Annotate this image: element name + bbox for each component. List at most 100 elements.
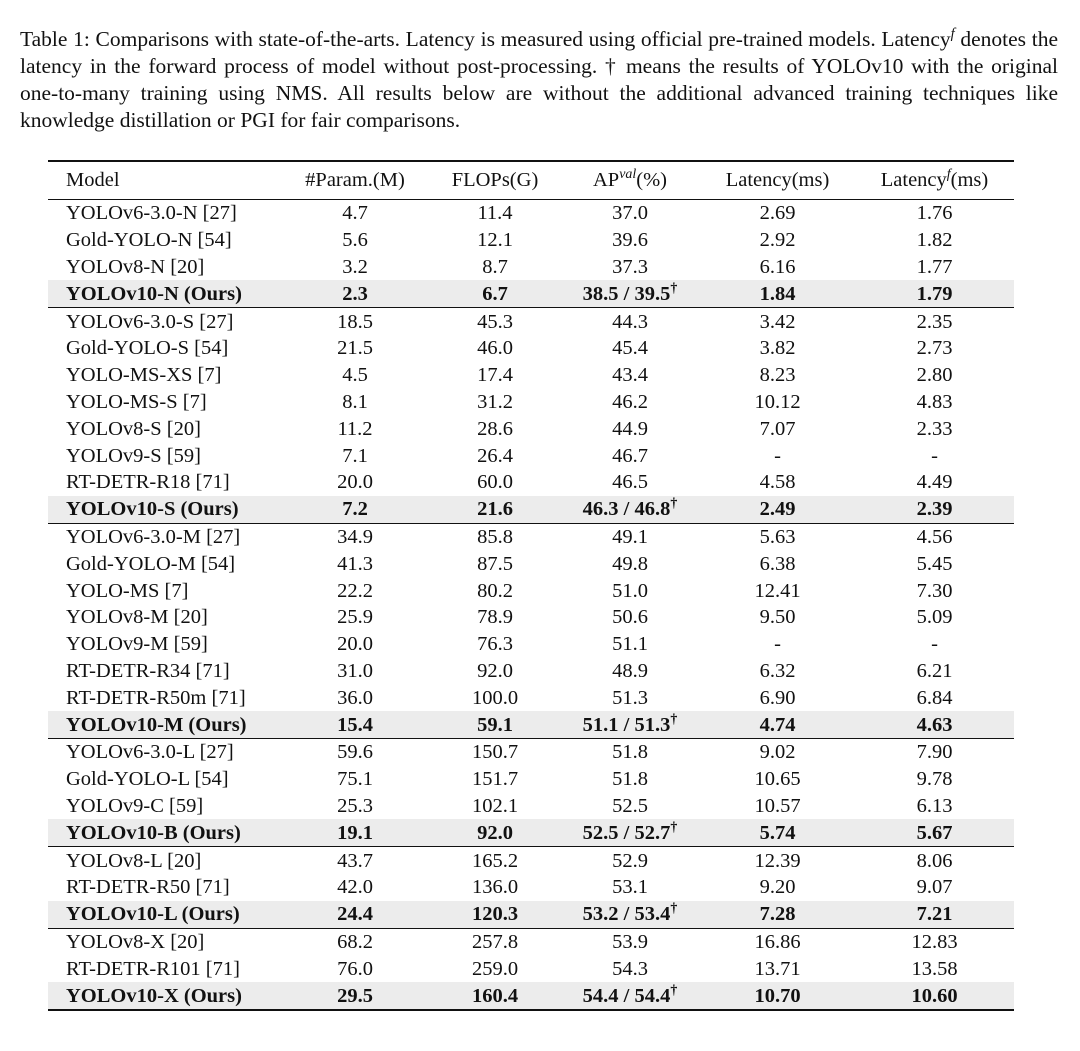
value-cell: 8.7 [482, 255, 508, 278]
header-cell: Latency(ms) [725, 169, 830, 191]
cell-sup: † [670, 819, 678, 835]
value-cell: 9.78 [916, 768, 953, 791]
row: YOLOv8-X [20] 68.2 257.8 53.9 16.86 12.83 [48, 928, 1014, 955]
model-cell: YOLOv6-3.0-M [27] [66, 525, 241, 548]
value-cell: 36.0 [337, 686, 373, 709]
value-cell: 21.6 [477, 498, 513, 521]
row: YOLOv8-S [20] 11.2 28.6 44.9 7.07 2.33 [48, 415, 1014, 442]
value-cell: 10.60 [911, 984, 958, 1007]
value-cell: 76.0 [337, 957, 373, 980]
value-cell: 7.90 [916, 741, 953, 764]
model-cell: YOLOv10-L (Ours) [66, 903, 240, 926]
model-cell: YOLOv8-N [20] [66, 255, 205, 278]
value-cell: 6.84 [916, 686, 953, 709]
value-cell: 24.4 [337, 903, 373, 926]
value-cell: 10.57 [754, 794, 801, 817]
caption-sup: f [950, 25, 955, 42]
value-cell: - [931, 444, 938, 467]
model-cell: YOLOv10-N (Ours) [66, 282, 242, 305]
value-cell: 2.69 [759, 202, 796, 225]
value-cell: 4.5 [342, 364, 368, 387]
value-cell: 13.71 [754, 957, 801, 980]
value-cell: 4.58 [759, 471, 796, 494]
model-cell: RT-DETR-R50m [71] [66, 686, 246, 709]
row: YOLOv8-M [20] 25.9 78.9 50.6 9.50 5.09 [48, 604, 1014, 631]
value-cell: 6.7 [482, 282, 508, 305]
value-cell: 136.0 [471, 876, 519, 899]
model-cell: YOLOv9-C [59] [66, 794, 204, 817]
value-cell: 26.4 [477, 444, 513, 467]
row: RT-DETR-R50 [71] 42.0 136.0 53.1 9.20 9.07 [48, 874, 1014, 901]
model-cell: YOLOv8-S [20] [66, 417, 201, 440]
value-cell: 1.84 [759, 282, 796, 305]
value-cell: 20.0 [337, 471, 373, 494]
header-cell: #Param.(M) [305, 169, 405, 191]
value-cell: 6.90 [759, 686, 796, 709]
value-cell: 12.1 [477, 229, 513, 252]
model-cell: YOLOv10-S (Ours) [66, 498, 239, 521]
model-cell: YOLO-MS-XS [7] [66, 364, 222, 387]
value-cell: 9.02 [759, 741, 796, 764]
value-cell: 4.74 [759, 713, 796, 736]
value-cell: 85.8 [477, 525, 513, 548]
value-cell: 5.74 [759, 821, 796, 844]
cell-text: 52.5 / 52.7 [582, 821, 671, 844]
value-cell: 6.13 [916, 794, 953, 817]
row: Gold-YOLO-N [54] 5.6 12.1 39.6 2.92 1.82 [48, 227, 1014, 254]
value-cell: 257.8 [471, 930, 519, 953]
model-cell: YOLOv10-X (Ours) [66, 984, 242, 1007]
value-cell: 78.9 [477, 606, 513, 629]
value-cell: 7.07 [759, 417, 796, 440]
value-cell: 38.5 / 39.5† [560, 280, 700, 307]
value-cell: 46.2 [612, 390, 648, 413]
row-group: YOLOv8-X [20] 68.2 257.8 53.9 16.86 12.83 RT-D… [48, 928, 1014, 1010]
model-cell: YOLOv9-M [59] [66, 633, 208, 656]
value-cell: 102.1 [471, 794, 519, 817]
model-cell: Gold-YOLO-N [54] [66, 229, 232, 252]
value-cell: 6.21 [916, 659, 953, 682]
value-cell: 5.67 [916, 821, 953, 844]
value-cell: 51.8 [612, 741, 648, 764]
row: YOLOv8-N [20] 3.2 8.7 37.3 6.16 1.77 [48, 254, 1014, 281]
value-cell: 2.49 [759, 498, 796, 521]
ours-row: YOLOv10-X (Ours) 29.5 160.4 54.4 / 54.4† 10.… [48, 982, 1014, 1010]
value-cell: 44.3 [612, 310, 648, 333]
value-cell: 4.7 [342, 202, 368, 225]
value-cell: 20.0 [337, 633, 373, 656]
row: RT-DETR-R50m [71] 36.0 100.0 51.3 6.90 6.84 [48, 684, 1014, 711]
row: YOLOv9-S [59] 7.1 26.4 46.7 - - [48, 442, 1014, 469]
value-cell: 1.82 [916, 229, 953, 252]
comparison-table: Model #Param.(M) FLOPs(G) APval(%) Latency(m… [48, 160, 1014, 1011]
value-cell: 22.2 [337, 579, 373, 602]
row: RT-DETR-R34 [71] 31.0 92.0 48.9 6.32 6.21 [48, 658, 1014, 685]
value-cell: 37.0 [612, 202, 648, 225]
header-text: (%) [636, 169, 667, 191]
value-cell: 1.77 [916, 255, 953, 278]
value-cell: 10.70 [754, 984, 801, 1007]
value-cell: - [931, 633, 938, 656]
value-cell: 49.1 [612, 525, 648, 548]
value-cell: 1.76 [916, 202, 953, 225]
value-cell: 17.4 [477, 364, 513, 387]
value-cell: 52.5 / 52.7† [560, 819, 700, 846]
value-cell: 7.1 [342, 444, 368, 467]
value-cell: 51.0 [612, 579, 648, 602]
cell-text: 38.5 / 39.5 [582, 282, 671, 305]
header-cell: APval(%) [560, 161, 700, 200]
model-cell: YOLOv8-M [20] [66, 606, 208, 629]
value-cell: 120.3 [471, 903, 519, 926]
model-cell: YOLOv6-3.0-N [27] [66, 202, 237, 225]
value-cell: 12.41 [754, 579, 801, 602]
row-group: YOLOv6-3.0-M [27] 34.9 85.8 49.1 5.63 4.56 Gol… [48, 523, 1014, 739]
row: YOLOv6-3.0-M [27] 34.9 85.8 49.1 5.63 4.56 [48, 523, 1014, 550]
value-cell: 2.39 [916, 498, 953, 521]
row-group: YOLOv6-3.0-N [27] 4.7 11.4 37.0 2.69 1.76 Gold… [48, 200, 1014, 308]
value-cell: 7.30 [916, 579, 953, 602]
value-cell: 39.6 [612, 229, 648, 252]
value-cell: 6.32 [759, 659, 796, 682]
cell-text: 53.2 / 53.4 [582, 903, 671, 926]
value-cell: 43.7 [337, 849, 373, 872]
value-cell: 54.3 [612, 957, 648, 980]
value-cell: 51.1 [612, 633, 648, 656]
value-cell: 87.5 [477, 552, 513, 575]
